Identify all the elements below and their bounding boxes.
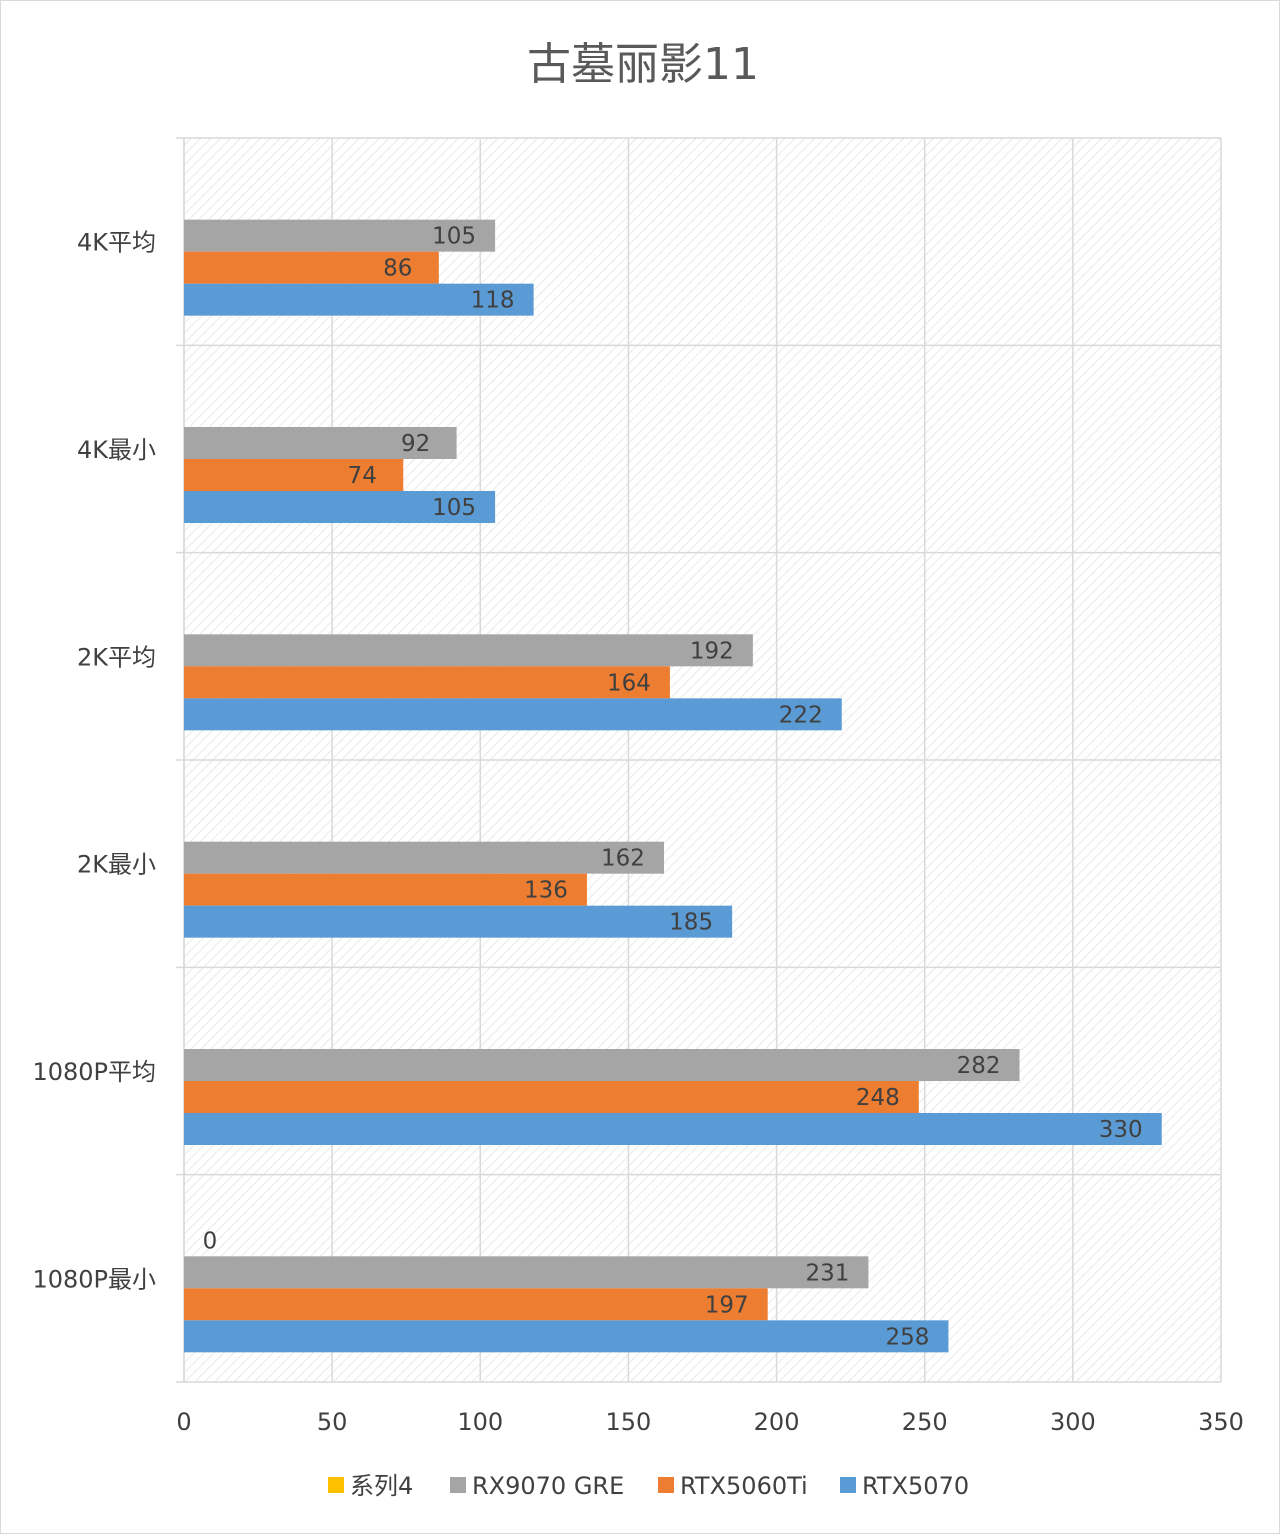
bar-2 <box>184 873 587 906</box>
bar-2 <box>184 666 670 699</box>
legend-swatch <box>658 1477 674 1493</box>
legend-item: 系列4 <box>328 1472 413 1500</box>
data-label: 258 <box>885 1324 929 1350</box>
x-tick-label: 50 <box>317 1408 348 1436</box>
data-label: 231 <box>805 1260 849 1286</box>
legend-swatch <box>840 1477 856 1493</box>
data-label: 162 <box>601 846 645 872</box>
legend-label: RTX5060Ti <box>680 1472 808 1500</box>
category-label: 1080P最小 <box>32 1265 156 1293</box>
legend-item: RTX5060Ti <box>658 1472 808 1500</box>
bar-2 <box>184 1288 768 1321</box>
data-label: 282 <box>957 1053 1001 1079</box>
category-label: 4K平均 <box>77 229 156 257</box>
x-tick-label: 0 <box>176 1408 191 1436</box>
data-label: 197 <box>705 1292 749 1318</box>
bar-3 <box>184 698 842 731</box>
bar-3 <box>184 1113 1162 1145</box>
data-label: 164 <box>607 670 651 696</box>
bar-1 <box>184 219 496 252</box>
data-label: 105 <box>432 495 476 521</box>
data-label: 74 <box>348 463 377 489</box>
category-label: 2K最小 <box>77 851 156 879</box>
legend-item: RTX5070 <box>840 1472 969 1500</box>
category-label: 2K平均 <box>77 643 156 671</box>
bar-3 <box>184 491 496 523</box>
legend-swatch <box>450 1477 466 1493</box>
data-label: 222 <box>779 702 823 728</box>
x-tick-label: 200 <box>754 1408 800 1436</box>
plot-area: 0 50 100 150 200 250 300 350 4K平均 105 86 118 4K最小 92 7… <box>32 137 1244 1436</box>
legend: 系列4 RX9070 GRE RTX5060Ti RTX5070 <box>328 1472 969 1500</box>
x-tick-label: 150 <box>606 1408 652 1436</box>
data-label: 192 <box>690 638 734 664</box>
bar-1 <box>184 841 664 874</box>
bar-1 <box>184 1049 1020 1081</box>
bar-2 <box>184 1081 919 1113</box>
bar-1 <box>184 634 753 667</box>
bar-2 <box>184 251 439 284</box>
bar-1 <box>184 427 457 459</box>
legend-swatch <box>328 1477 344 1493</box>
bar-3 <box>184 283 534 316</box>
data-label: 105 <box>432 224 476 250</box>
bar-2 <box>184 459 404 491</box>
bar-1 <box>184 1256 869 1289</box>
data-label: 248 <box>856 1085 900 1111</box>
bar-3 <box>184 905 733 938</box>
x-tick-label: 100 <box>457 1408 503 1436</box>
data-label: 330 <box>1099 1117 1143 1143</box>
data-label: 136 <box>524 878 568 904</box>
data-label: 86 <box>383 256 412 282</box>
data-label: 0 <box>203 1228 218 1254</box>
x-tick-label: 250 <box>902 1408 948 1436</box>
x-tick-label: 300 <box>1050 1408 1096 1436</box>
category-label: 4K最小 <box>77 436 156 464</box>
category-label: 1080P平均 <box>32 1058 156 1086</box>
legend-label: RX9070 GRE <box>472 1472 624 1500</box>
legend-item: RX9070 GRE <box>450 1472 624 1500</box>
bar-3 <box>184 1320 949 1353</box>
data-label: 185 <box>669 910 713 936</box>
legend-label: 系列4 <box>350 1472 413 1500</box>
x-tick-label: 350 <box>1198 1408 1244 1436</box>
chart-title: 古墓丽影11 <box>527 39 759 90</box>
data-label: 92 <box>401 431 430 457</box>
data-label: 118 <box>471 288 515 314</box>
legend-label: RTX5070 <box>862 1472 969 1500</box>
